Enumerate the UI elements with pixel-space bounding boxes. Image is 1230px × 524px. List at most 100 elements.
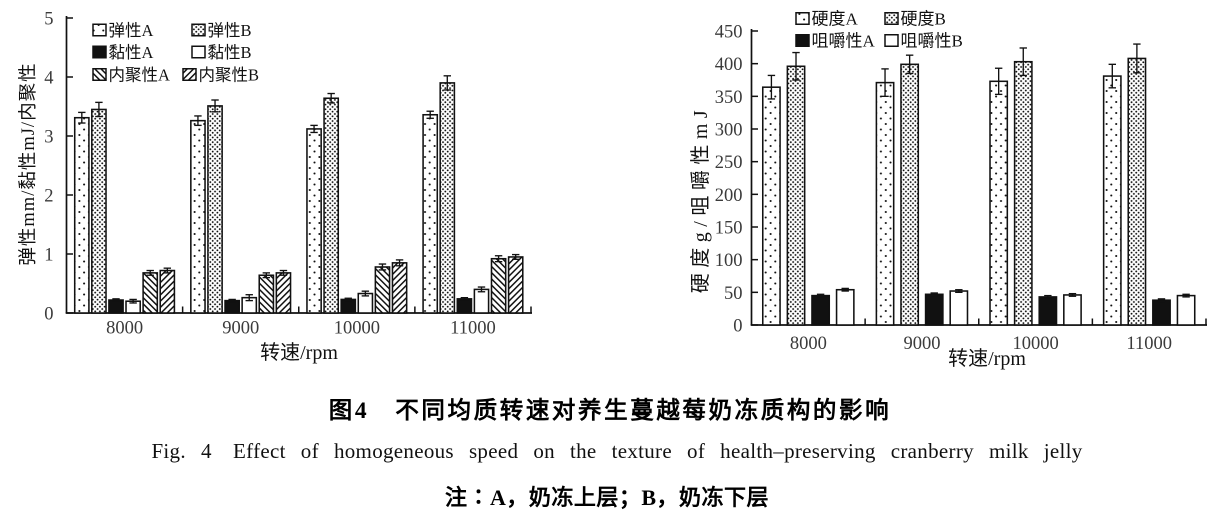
y-tick-label: 200: [715, 186, 743, 206]
bar: [490, 257, 507, 314]
y-tick-label: 300: [715, 121, 743, 141]
bar: [456, 298, 473, 314]
bar: [159, 269, 176, 314]
bar: [1176, 294, 1196, 326]
legend-swatch-dot-sparse: [795, 12, 810, 25]
error-bar: [767, 74, 776, 100]
y-tick-label: 4: [44, 69, 53, 89]
bar: [761, 86, 781, 326]
x-tick-labels: 8000 9000 10000 11000: [790, 334, 1172, 354]
error-bar: [194, 115, 202, 127]
x-tick-label: 9000: [903, 334, 940, 354]
series-黏性A: [108, 296, 473, 314]
error-bar: [1044, 294, 1052, 299]
x-tick-label: 11000: [450, 319, 496, 339]
legend-swatch-hatch-fwd: [182, 68, 197, 81]
bar: [1152, 299, 1171, 326]
series-黏性B: [125, 286, 490, 314]
bar: [786, 65, 806, 326]
legend-label: 弹性A: [109, 21, 154, 40]
bar: [439, 82, 456, 314]
legend-swatch-dot-sparse: [92, 23, 107, 37]
bar: [190, 119, 206, 314]
x-tick-labels: 8000 9000 10000 11000: [106, 319, 496, 339]
error-bar: [477, 286, 486, 293]
bar: [73, 116, 90, 314]
bar: [1038, 296, 1058, 326]
figure-caption-english: Fig. 4 Effect of homogeneous speed on th…: [151, 439, 1083, 463]
x-tick-label: 9000: [222, 319, 259, 339]
bar: [1013, 60, 1033, 326]
error-bar: [511, 253, 520, 260]
bar: [207, 105, 223, 314]
error-bar: [1133, 43, 1141, 74]
error-bar: [146, 269, 154, 276]
error-bar: [1068, 292, 1077, 297]
bar: [924, 293, 944, 326]
error-bar: [955, 289, 963, 294]
bars: [761, 43, 1196, 326]
y-tick-label: 2: [44, 187, 53, 207]
legend-swatch-plain-white: [884, 34, 899, 47]
y-tick-labels: 0 50 100 150 200 250 300 350 400 450: [715, 23, 743, 337]
y-tick-label: 5: [44, 10, 53, 30]
legend-label: 弹性B: [208, 21, 252, 40]
series-咀嚼性A: [811, 292, 1171, 326]
legend: 弹性A 弹性B 黏性A 黏性B 内聚性A 内聚性B: [92, 21, 259, 85]
error-bar: [211, 99, 219, 113]
legend-swatch-hatch-back: [92, 68, 107, 81]
error-bar: [905, 54, 914, 75]
error-bar: [881, 68, 889, 98]
error-bar: [344, 297, 352, 302]
bars: [73, 75, 524, 314]
y-tick-label: 50: [724, 284, 743, 304]
bar: [323, 97, 340, 314]
y-axis-title: 弹性mm/黏性mJ/内聚性: [18, 62, 39, 265]
error-bar: [279, 269, 288, 276]
error-bar: [228, 298, 236, 303]
legend-label: 黏性B: [208, 43, 252, 62]
y-tick-label: 150: [715, 219, 743, 239]
legend-swatch-plain-white: [191, 45, 206, 59]
bar: [258, 274, 275, 314]
error-bar: [494, 255, 503, 263]
legend-label: 硬度A: [812, 10, 859, 29]
bar: [108, 299, 124, 314]
bar: [91, 108, 107, 314]
legend-swatch-solid-black: [795, 34, 810, 47]
y-tick-label: 450: [715, 23, 743, 43]
chart-texture-elasticity: 0 1 2 3 4 5 8000 9000 10000 11000 转速/rpm 弹性mm/黏性mJ/…: [18, 10, 532, 364]
y-tick-label: 0: [44, 305, 53, 325]
bar: [224, 299, 241, 314]
error-bar: [930, 292, 938, 297]
error-bar: [994, 67, 1003, 96]
legend-label: 黏性A: [109, 43, 154, 62]
error-bar: [262, 272, 271, 279]
error-bar: [78, 111, 86, 124]
legend-swatch-dot-dense: [191, 23, 206, 37]
x-tick-label: 8000: [790, 334, 827, 354]
bar: [835, 288, 855, 326]
y-tick-label: 1: [44, 246, 53, 266]
legend: 硬度A 硬度B 咀嚼性A 咀嚼性B: [795, 10, 963, 51]
error-bar: [841, 287, 849, 292]
bar: [989, 80, 1009, 326]
bar: [1063, 294, 1082, 326]
bar: [1102, 75, 1122, 326]
error-bar: [163, 267, 172, 274]
y-tick-label: 400: [715, 55, 743, 75]
x-axis-title: 转速/rpm: [260, 341, 338, 364]
error-bar: [426, 110, 434, 119]
error-bar: [378, 263, 387, 271]
bar: [811, 294, 831, 326]
bar: [391, 262, 408, 314]
bar: [507, 256, 524, 314]
y-tick-label: 100: [715, 251, 743, 271]
bar: [374, 266, 391, 314]
error-bar: [1108, 63, 1116, 89]
series-咀嚼性B: [835, 287, 1196, 326]
error-bar: [112, 298, 120, 302]
error-bar: [95, 101, 103, 118]
error-bar: [245, 294, 253, 302]
series-弹性A: [73, 110, 439, 314]
